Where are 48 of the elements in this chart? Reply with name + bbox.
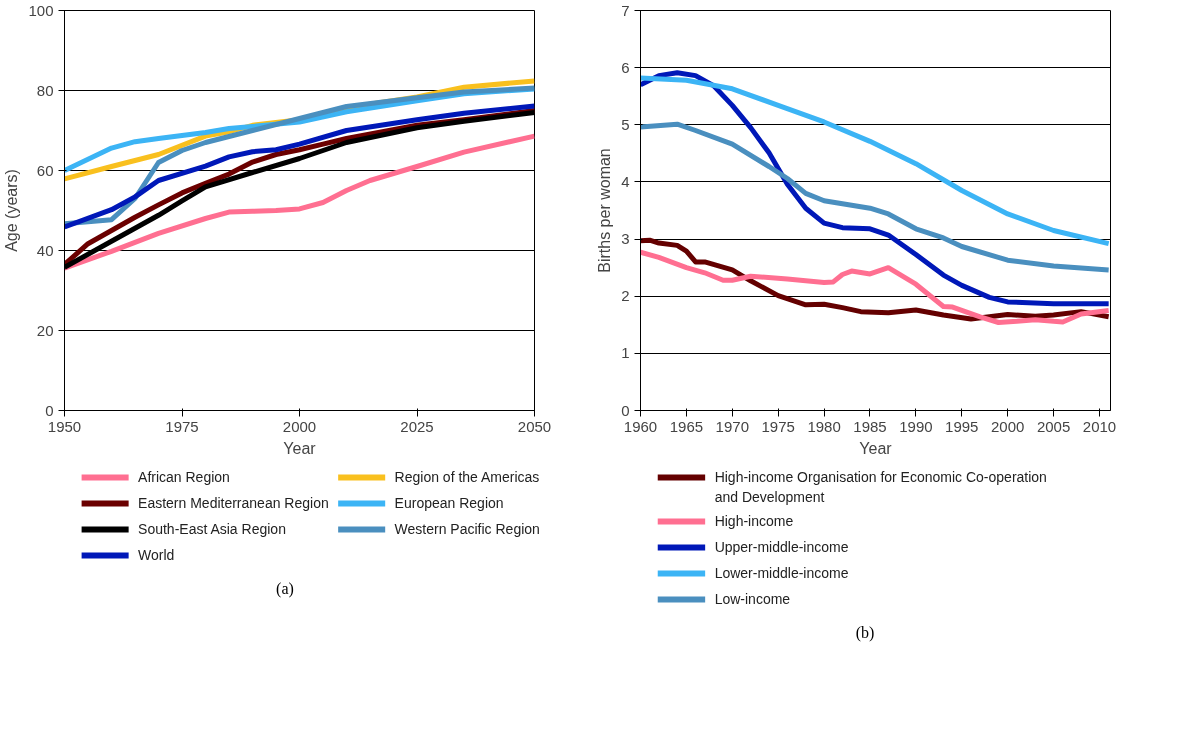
y-tick-label: 40 — [36, 241, 54, 259]
y-tick-label: 80 — [36, 81, 54, 99]
legend-label: Lower-middle-income — [714, 564, 849, 581]
x-tick-label: 1980 — [807, 417, 841, 435]
x-tick-label: 1995 — [945, 417, 979, 435]
y-tick-label: 20 — [36, 321, 54, 339]
y-tick-label: 100 — [28, 1, 54, 19]
x-tick-label: 1960 — [623, 417, 658, 435]
x-tick-label: 2000 — [991, 417, 1025, 435]
text: (a) — [276, 579, 294, 600]
x-tick-label: 1970 — [715, 417, 749, 435]
x-tick-label: 1975 — [165, 417, 199, 435]
legend-label: Low-income — [714, 590, 791, 607]
x-tick-label: 2010 — [1082, 417, 1117, 435]
x-tick-label: 1990 — [899, 417, 933, 435]
y-tick-label: 3 — [621, 230, 630, 248]
y-tick-label: 0 — [621, 401, 630, 419]
x-axis-title: Year — [859, 439, 893, 457]
x-axis-title: Year — [283, 439, 317, 457]
x-tick-label: 2000 — [282, 417, 317, 435]
legend-label: Eastern Mediterranean Region — [138, 494, 329, 511]
x-tick-label: 1975 — [761, 417, 795, 435]
y-tick-label: 1 — [621, 344, 630, 362]
x-tick-label: 2025 — [400, 417, 434, 435]
y-tick-label: 5 — [621, 115, 630, 133]
legend-label: Western Pacific Region — [394, 520, 540, 537]
legend-label: Upper-middle-income — [714, 538, 849, 555]
legend-label: African Region — [138, 468, 230, 485]
legend-label: High-income — [714, 512, 794, 529]
y-tick-label: 2 — [621, 287, 630, 305]
legend-label: High-income Organisation for Economic Co-operation and Development — [714, 468, 1047, 506]
legend-label: South-East Asia Region — [138, 520, 286, 537]
y-tick-label: 60 — [36, 161, 54, 179]
y-tick-label: 7 — [621, 1, 630, 19]
y-tick-label: 6 — [621, 58, 630, 76]
x-tick-label: 2005 — [1036, 417, 1071, 435]
text: (b) — [855, 623, 875, 644]
y-axis-title: Births per woman — [596, 148, 614, 273]
x-tick-label: 1965 — [669, 417, 704, 435]
y-axis-title: Age (years) — [3, 169, 21, 252]
y-tick-label: 0 — [45, 401, 54, 419]
x-tick-label: 2050 — [517, 417, 552, 435]
y-tick-label: 4 — [621, 172, 630, 190]
x-tick-label: 1950 — [47, 417, 82, 435]
legend-label: European Region — [394, 494, 504, 511]
legend-label: World — [138, 546, 175, 563]
x-tick-label: 1985 — [853, 417, 887, 435]
legend-label: Region of the Americas — [394, 468, 540, 485]
